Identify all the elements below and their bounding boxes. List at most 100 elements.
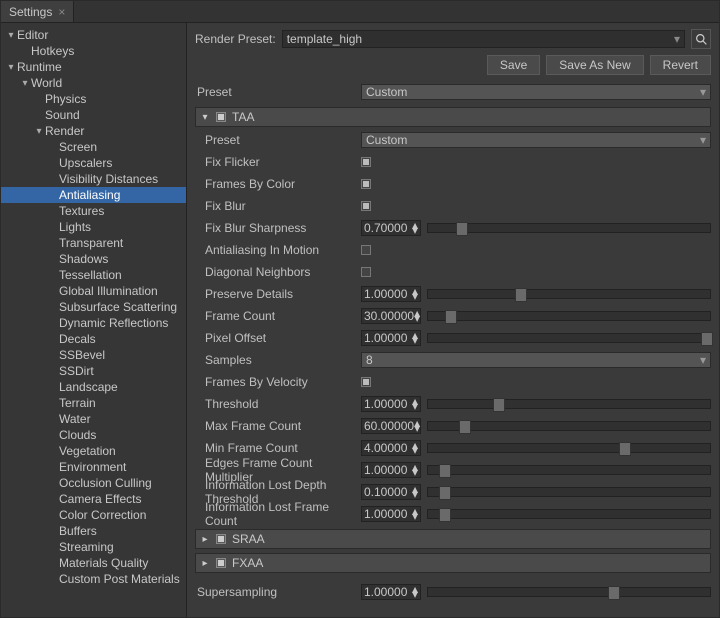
checkbox[interactable] <box>361 157 371 167</box>
checkbox[interactable] <box>361 179 371 189</box>
spinner-icon[interactable]: ▴▾ <box>412 465 418 475</box>
slider-thumb[interactable] <box>456 222 468 236</box>
tree-item-lights[interactable]: Lights <box>1 219 186 235</box>
spinner-icon[interactable]: ▴▾ <box>412 487 418 497</box>
slider[interactable] <box>427 462 711 478</box>
close-icon[interactable]: × <box>58 5 65 19</box>
number-input[interactable]: 0.10000▴▾ <box>361 484 421 500</box>
tree-item-world[interactable]: ▾World <box>1 75 186 91</box>
tree-item-buffers[interactable]: Buffers <box>1 523 186 539</box>
section-checkbox[interactable] <box>216 534 226 544</box>
spinner-icon[interactable]: ▴▾ <box>412 289 418 299</box>
tree-item-visibility-distances[interactable]: Visibility Distances <box>1 171 186 187</box>
tree-item-streaming[interactable]: Streaming <box>1 539 186 555</box>
expand-icon[interactable]: ▸ <box>200 558 210 569</box>
expand-icon[interactable]: ▸ <box>200 534 210 545</box>
tree-item-color-correction[interactable]: Color Correction <box>1 507 186 523</box>
tree-item-terrain[interactable]: Terrain <box>1 395 186 411</box>
tree-item-clouds[interactable]: Clouds <box>1 427 186 443</box>
tree-item-hotkeys[interactable]: Hotkeys <box>1 43 186 59</box>
slider-thumb[interactable] <box>701 332 713 346</box>
tree-item-antialiasing[interactable]: Antialiasing <box>1 187 186 203</box>
tree-item-runtime[interactable]: ▾Runtime <box>1 59 186 75</box>
spinner-icon[interactable]: ▴▾ <box>414 421 420 431</box>
number-input[interactable]: 0.70000▴▾ <box>361 220 421 236</box>
slider-thumb[interactable] <box>608 586 620 600</box>
slider[interactable] <box>427 308 711 324</box>
tree-item-upscalers[interactable]: Upscalers <box>1 155 186 171</box>
number-input[interactable]: 1.00000▴▾ <box>361 584 421 600</box>
tree-item-shadows[interactable]: Shadows <box>1 251 186 267</box>
collapse-icon[interactable]: ▾ <box>33 126 45 137</box>
tree-item-screen[interactable]: Screen <box>1 139 186 155</box>
tree-item-custom-post-materials[interactable]: Custom Post Materials <box>1 571 186 587</box>
tree-item-subsurface-scattering[interactable]: Subsurface Scattering <box>1 299 186 315</box>
checkbox[interactable] <box>361 245 371 255</box>
collapse-icon[interactable]: ▾ <box>5 62 17 73</box>
slider[interactable] <box>427 440 711 456</box>
section-header-fxaa[interactable]: ▸FXAA <box>195 553 711 573</box>
combo-preset[interactable]: Custom▾ <box>361 132 711 148</box>
spinner-icon[interactable]: ▴▾ <box>412 587 418 597</box>
tree-item-textures[interactable]: Textures <box>1 203 186 219</box>
tree-item-physics[interactable]: Physics <box>1 91 186 107</box>
checkbox[interactable] <box>361 267 371 277</box>
number-input[interactable]: 4.00000▴▾ <box>361 440 421 456</box>
save-as-new-button[interactable]: Save As New <box>546 55 643 75</box>
combo-samples[interactable]: 8▾ <box>361 352 711 368</box>
tree-item-vegetation[interactable]: Vegetation <box>1 443 186 459</box>
number-input[interactable]: 60.00000▴▾ <box>361 418 421 434</box>
section-checkbox[interactable] <box>216 112 226 122</box>
number-input[interactable]: 1.00000▴▾ <box>361 506 421 522</box>
number-input[interactable]: 30.00000▴▾ <box>361 308 421 324</box>
slider-thumb[interactable] <box>619 442 631 456</box>
combo-preset[interactable]: Custom▾ <box>361 84 711 100</box>
collapse-icon[interactable]: ▾ <box>5 30 17 41</box>
slider-thumb[interactable] <box>439 464 451 478</box>
slider-thumb[interactable] <box>515 288 527 302</box>
spinner-icon[interactable]: ▴▾ <box>412 223 418 233</box>
tree-item-decals[interactable]: Decals <box>1 331 186 347</box>
number-input[interactable]: 1.00000▴▾ <box>361 286 421 302</box>
spinner-icon[interactable]: ▴▾ <box>412 399 418 409</box>
spinner-icon[interactable]: ▴▾ <box>414 311 420 321</box>
tree-item-sound[interactable]: Sound <box>1 107 186 123</box>
revert-button[interactable]: Revert <box>650 55 711 75</box>
spinner-icon[interactable]: ▴▾ <box>412 443 418 453</box>
number-input[interactable]: 1.00000▴▾ <box>361 462 421 478</box>
tree-item-environment[interactable]: Environment <box>1 459 186 475</box>
tree-item-ssdirt[interactable]: SSDirt <box>1 363 186 379</box>
tree-item-camera-effects[interactable]: Camera Effects <box>1 491 186 507</box>
slider[interactable] <box>427 584 711 600</box>
render-preset-combo[interactable]: template_high ▾ <box>282 30 685 48</box>
number-input[interactable]: 1.00000▴▾ <box>361 396 421 412</box>
spinner-icon[interactable]: ▴▾ <box>412 333 418 343</box>
collapse-icon[interactable]: ▾ <box>19 78 31 89</box>
collapse-icon[interactable]: ▾ <box>200 112 210 123</box>
save-button[interactable]: Save <box>487 55 540 75</box>
slider-thumb[interactable] <box>439 508 451 522</box>
tree-item-editor[interactable]: ▾Editor <box>1 27 186 43</box>
tree-item-render[interactable]: ▾Render <box>1 123 186 139</box>
slider[interactable] <box>427 484 711 500</box>
slider[interactable] <box>427 418 711 434</box>
tree-item-tessellation[interactable]: Tessellation <box>1 267 186 283</box>
slider[interactable] <box>427 330 711 346</box>
tree-item-global-illumination[interactable]: Global Illumination <box>1 283 186 299</box>
slider-thumb[interactable] <box>459 420 471 434</box>
tree-item-dynamic-reflections[interactable]: Dynamic Reflections <box>1 315 186 331</box>
settings-tree[interactable]: ▾EditorHotkeys▾Runtime▾WorldPhysicsSound… <box>1 23 187 617</box>
spinner-icon[interactable]: ▴▾ <box>412 509 418 519</box>
number-input[interactable]: 1.00000▴▾ <box>361 330 421 346</box>
tab-settings[interactable]: Settings × <box>1 1 74 22</box>
checkbox[interactable] <box>361 377 371 387</box>
slider[interactable] <box>427 286 711 302</box>
section-header-sraa[interactable]: ▸SRAA <box>195 529 711 549</box>
tree-item-materials-quality[interactable]: Materials Quality <box>1 555 186 571</box>
tree-item-water[interactable]: Water <box>1 411 186 427</box>
search-button[interactable] <box>691 29 711 49</box>
tree-item-occlusion-culling[interactable]: Occlusion Culling <box>1 475 186 491</box>
slider-thumb[interactable] <box>493 398 505 412</box>
slider[interactable] <box>427 506 711 522</box>
slider[interactable] <box>427 220 711 236</box>
